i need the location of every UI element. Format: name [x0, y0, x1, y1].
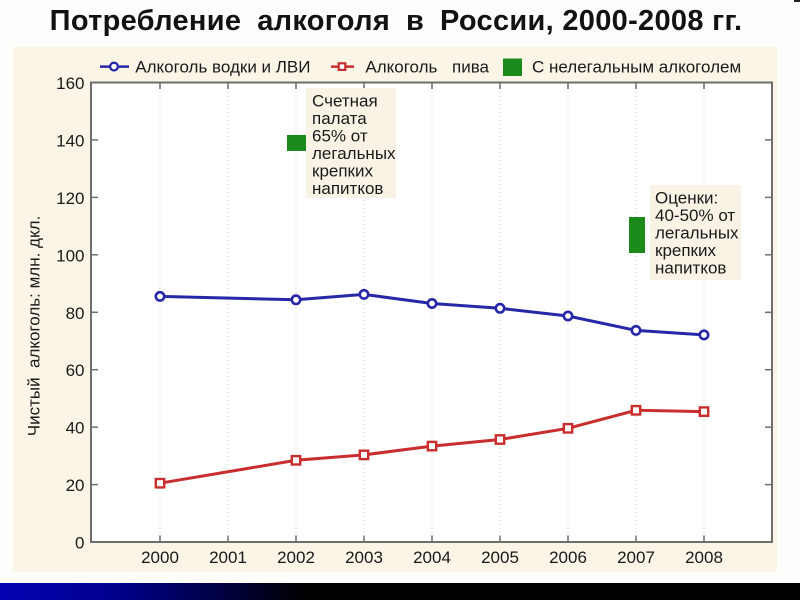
svg-text:2000: 2000 [141, 548, 179, 567]
svg-text:100: 100 [56, 246, 84, 265]
svg-text:легальных: легальных [312, 144, 396, 163]
svg-text:20: 20 [66, 476, 85, 495]
svg-text:Оценки:: Оценки: [655, 189, 718, 208]
svg-text:напитков: напитков [655, 259, 726, 278]
svg-text:Алкоголь водки и ЛВИ: Алкоголь водки и ЛВИ [135, 58, 310, 77]
svg-text:палата: палата [312, 109, 367, 128]
svg-text:60: 60 [66, 361, 85, 380]
svg-text:крепких: крепких [655, 241, 716, 260]
svg-text:крепких: крепких [312, 162, 373, 181]
svg-text:С нелегальным алкоголем: С нелегальным алкоголем [532, 58, 741, 77]
svg-text:напитков: напитков [312, 179, 383, 198]
svg-text:40-50% от: 40-50% от [655, 206, 735, 225]
svg-text:2002: 2002 [277, 548, 315, 567]
svg-text:2006: 2006 [549, 548, 587, 567]
svg-text:40: 40 [66, 419, 85, 438]
svg-text:2004: 2004 [413, 548, 451, 567]
svg-text:легальных: легальных [655, 224, 739, 243]
svg-text:2005: 2005 [481, 548, 519, 567]
svg-text:65% от: 65% от [312, 127, 368, 146]
svg-text:Алкоголь: Алкоголь [365, 58, 437, 77]
svg-text:2001: 2001 [209, 548, 247, 567]
svg-text:120: 120 [56, 189, 84, 208]
svg-text:0: 0 [75, 534, 84, 553]
svg-text:Чистый алкоголь: млн. дкл.: Чистый алкоголь: млн. дкл. [25, 216, 44, 437]
svg-text:2007: 2007 [617, 548, 655, 567]
svg-text:140: 140 [56, 131, 84, 150]
svg-text:2003: 2003 [345, 548, 383, 567]
svg-text:80: 80 [66, 304, 85, 323]
svg-text:Счетная: Счетная [312, 92, 378, 111]
svg-text:160: 160 [56, 74, 84, 93]
svg-text:2008: 2008 [685, 548, 723, 567]
svg-text:пива: пива [452, 58, 490, 77]
